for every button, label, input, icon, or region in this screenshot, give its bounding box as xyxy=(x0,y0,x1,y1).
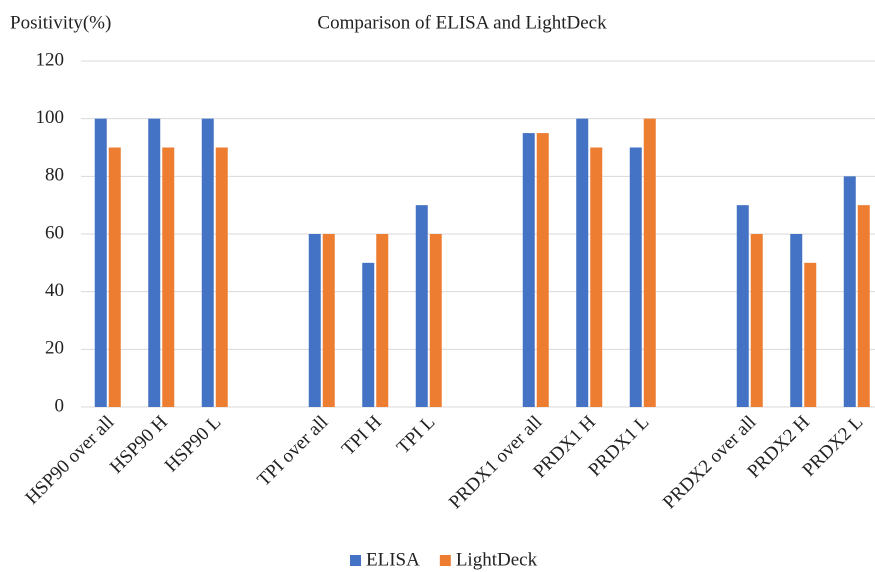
legend-label: ELISA xyxy=(366,549,420,570)
bar xyxy=(376,234,389,407)
x-tick-label: HSP90 L xyxy=(161,412,226,477)
bar xyxy=(322,234,335,407)
bar xyxy=(857,205,870,407)
bar xyxy=(629,147,642,407)
bar xyxy=(94,118,107,408)
y-tick-label: 40 xyxy=(45,280,64,301)
bar xyxy=(308,234,321,407)
y-axis-label: Positivity(%) xyxy=(10,12,111,33)
y-tick-label: 0 xyxy=(55,395,65,416)
bar xyxy=(790,234,803,407)
bar xyxy=(201,118,214,408)
bar xyxy=(804,262,817,407)
x-tick-label: HSP90 over all xyxy=(21,412,118,509)
bar xyxy=(750,234,763,407)
bar xyxy=(429,234,442,407)
bar xyxy=(148,118,161,408)
x-tick-label: HSP90 H xyxy=(106,412,172,478)
bar xyxy=(215,147,228,407)
y-tick-label: 120 xyxy=(36,49,65,70)
legend-swatch xyxy=(439,555,451,566)
bar xyxy=(843,176,856,407)
legend-label: LightDeck xyxy=(456,549,538,570)
legend-swatch xyxy=(350,555,361,566)
x-tick-label: PRDX1 over all xyxy=(445,412,546,513)
bar xyxy=(590,147,603,407)
bar xyxy=(736,205,749,407)
bar xyxy=(162,147,175,407)
bar xyxy=(522,133,535,408)
chart-title: Comparison of ELISA and LightDeck xyxy=(317,12,607,33)
bar xyxy=(536,133,549,408)
x-tick-label: TPI L xyxy=(393,412,440,459)
y-tick-label: 60 xyxy=(45,222,64,243)
y-tick-label: 80 xyxy=(45,165,64,186)
x-tick-label: PRDX2 over all xyxy=(659,412,760,513)
y-tick-label: 100 xyxy=(36,107,65,128)
bar xyxy=(362,262,375,407)
x-tick-label: TPI over all xyxy=(253,412,332,491)
x-tick-label: TPI H xyxy=(338,412,386,460)
bar xyxy=(576,118,589,408)
bar xyxy=(108,147,121,407)
bar xyxy=(415,205,428,407)
y-tick-label: 20 xyxy=(45,338,64,359)
bar xyxy=(643,118,656,408)
